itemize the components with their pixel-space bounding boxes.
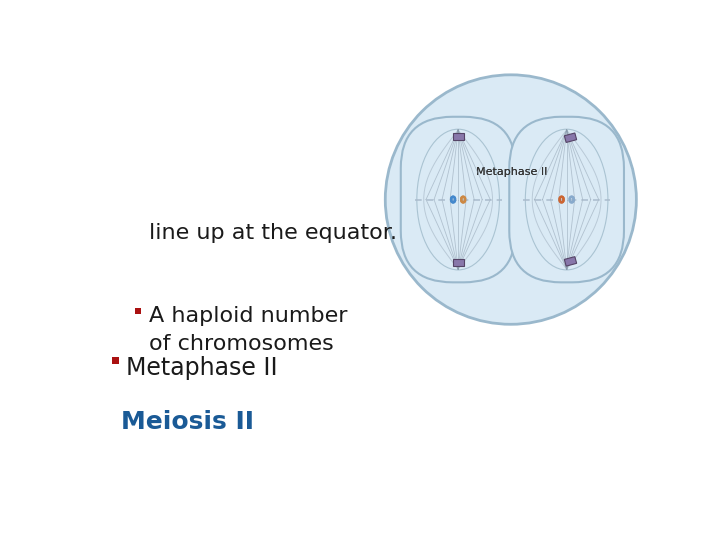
Text: Metaphase II: Metaphase II (476, 167, 547, 177)
Bar (453, 133, 464, 140)
Text: Metaphase II: Metaphase II (126, 356, 278, 380)
Text: A haploid number
of chromosomes: A haploid number of chromosomes (148, 306, 347, 354)
Text: Metaphase II: Metaphase II (476, 167, 547, 177)
Bar (453, 259, 464, 266)
Text: Meiosis II: Meiosis II (121, 410, 253, 434)
Bar (135, 307, 141, 314)
Bar (112, 357, 120, 364)
FancyBboxPatch shape (509, 117, 624, 282)
FancyBboxPatch shape (401, 117, 516, 282)
Bar (564, 133, 577, 143)
Bar (564, 256, 577, 266)
Circle shape (385, 75, 636, 325)
Text: line up at the equator.: line up at the equator. (148, 223, 397, 243)
